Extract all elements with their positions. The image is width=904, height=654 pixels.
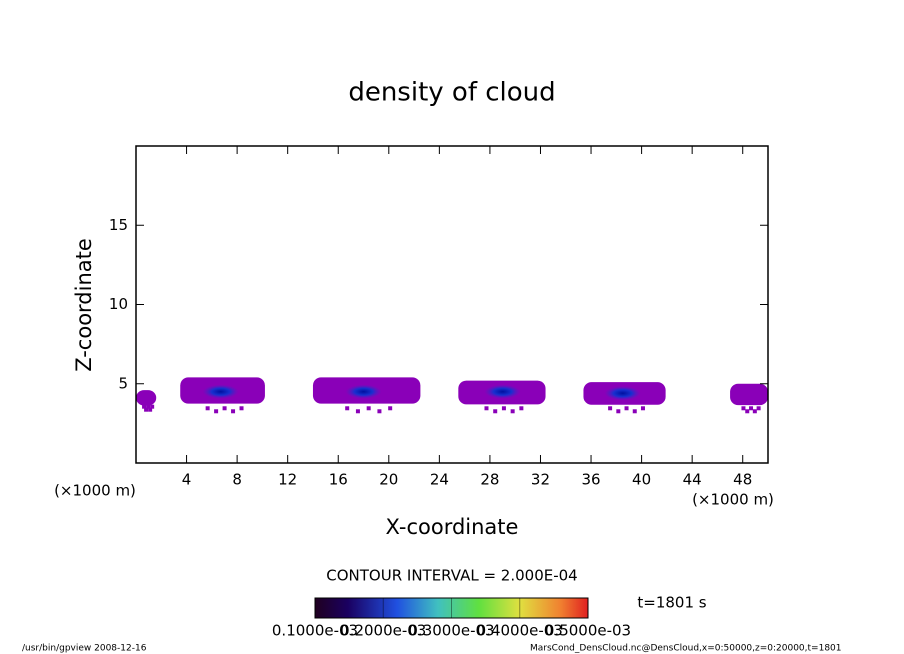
colorbar-label: 0.2000e-03	[340, 622, 426, 640]
cloud-region	[730, 383, 768, 406]
x-tick-label: 8	[232, 471, 242, 489]
x-unit: (×1000 m)	[692, 491, 774, 509]
cloud-region	[136, 390, 157, 406]
cloud-fragment	[142, 404, 147, 409]
x-tick-label: 32	[531, 471, 550, 489]
cloud-fragment	[608, 406, 613, 411]
cloud-fragment	[745, 409, 750, 414]
x-tick-label: 12	[278, 471, 297, 489]
cloud-fragment	[377, 409, 382, 414]
cloud-fragment	[205, 406, 210, 411]
footer-left: /usr/bin/gpview 2008-12-16	[22, 644, 147, 654]
cloud-fragment	[214, 409, 219, 414]
cloud-fragment	[749, 406, 754, 411]
x-tick-label: 48	[733, 471, 752, 489]
colorbar	[314, 597, 589, 619]
cloud-fragment	[355, 409, 360, 414]
plot-frame	[135, 145, 769, 464]
cloud-fragment	[366, 406, 371, 411]
cloud-fragment	[388, 406, 393, 411]
x-tick-label: 16	[329, 471, 348, 489]
colorbar-label: 0.5000e-03	[545, 622, 631, 640]
cloud-fragment	[741, 406, 746, 411]
cloud-fragment	[501, 406, 506, 411]
cloud-fragment	[150, 404, 155, 409]
cloud-fragment	[640, 406, 645, 411]
cloud-fragment	[144, 407, 149, 412]
x-tick-label: 44	[683, 471, 702, 489]
x-tick-label: 40	[632, 471, 651, 489]
cloud-fragment	[624, 406, 629, 411]
x-tick-label: 24	[430, 471, 449, 489]
cloud-fragment	[493, 409, 498, 414]
y-tick-label: 15	[109, 216, 128, 234]
cloud-fragment	[752, 409, 757, 414]
cloud-core	[202, 384, 239, 399]
colorbar-label: 0.1000e-03	[272, 622, 358, 640]
x-tick-label: 20	[379, 471, 398, 489]
cloud-core	[604, 386, 641, 401]
cloud-fragment	[519, 406, 524, 411]
cloud-fragment	[239, 406, 244, 411]
chart-title: density of cloud	[348, 78, 555, 108]
colorbar-label: 0.4000e-03	[477, 622, 563, 640]
y-axis-label: Z-coordinate	[72, 238, 96, 372]
x-axis-label: X-coordinate	[386, 515, 519, 539]
cloud-fragment	[146, 404, 151, 409]
cloud-fragment	[616, 409, 621, 414]
x-tick-label: 4	[182, 471, 192, 489]
y-tick-label: 5	[118, 374, 128, 392]
cloud-fragment	[510, 409, 515, 414]
cloud-core	[345, 384, 382, 399]
cloud-fragment	[231, 409, 236, 414]
cloud-fragment	[345, 406, 350, 411]
footer-right: MarsCond_DensCloud.nc@DensCloud,x=0:5000…	[530, 644, 842, 654]
y-unit: (×1000 m)	[54, 482, 136, 500]
cloud-fragment	[632, 409, 637, 414]
x-tick-label: 28	[480, 471, 499, 489]
cloud-fragment	[148, 407, 153, 412]
y-tick-label: 10	[109, 295, 128, 313]
cloud-core	[484, 384, 521, 399]
colorbar-label: 0.3000e-03	[408, 622, 494, 640]
x-tick-label: 36	[581, 471, 600, 489]
contour-interval: CONTOUR INTERVAL = 2.000E-04	[326, 567, 577, 585]
cloud-fragment	[222, 406, 227, 411]
cloud-fragment	[756, 406, 761, 411]
time-label: t=1801 s	[637, 594, 706, 612]
cloud-fragment	[484, 406, 489, 411]
